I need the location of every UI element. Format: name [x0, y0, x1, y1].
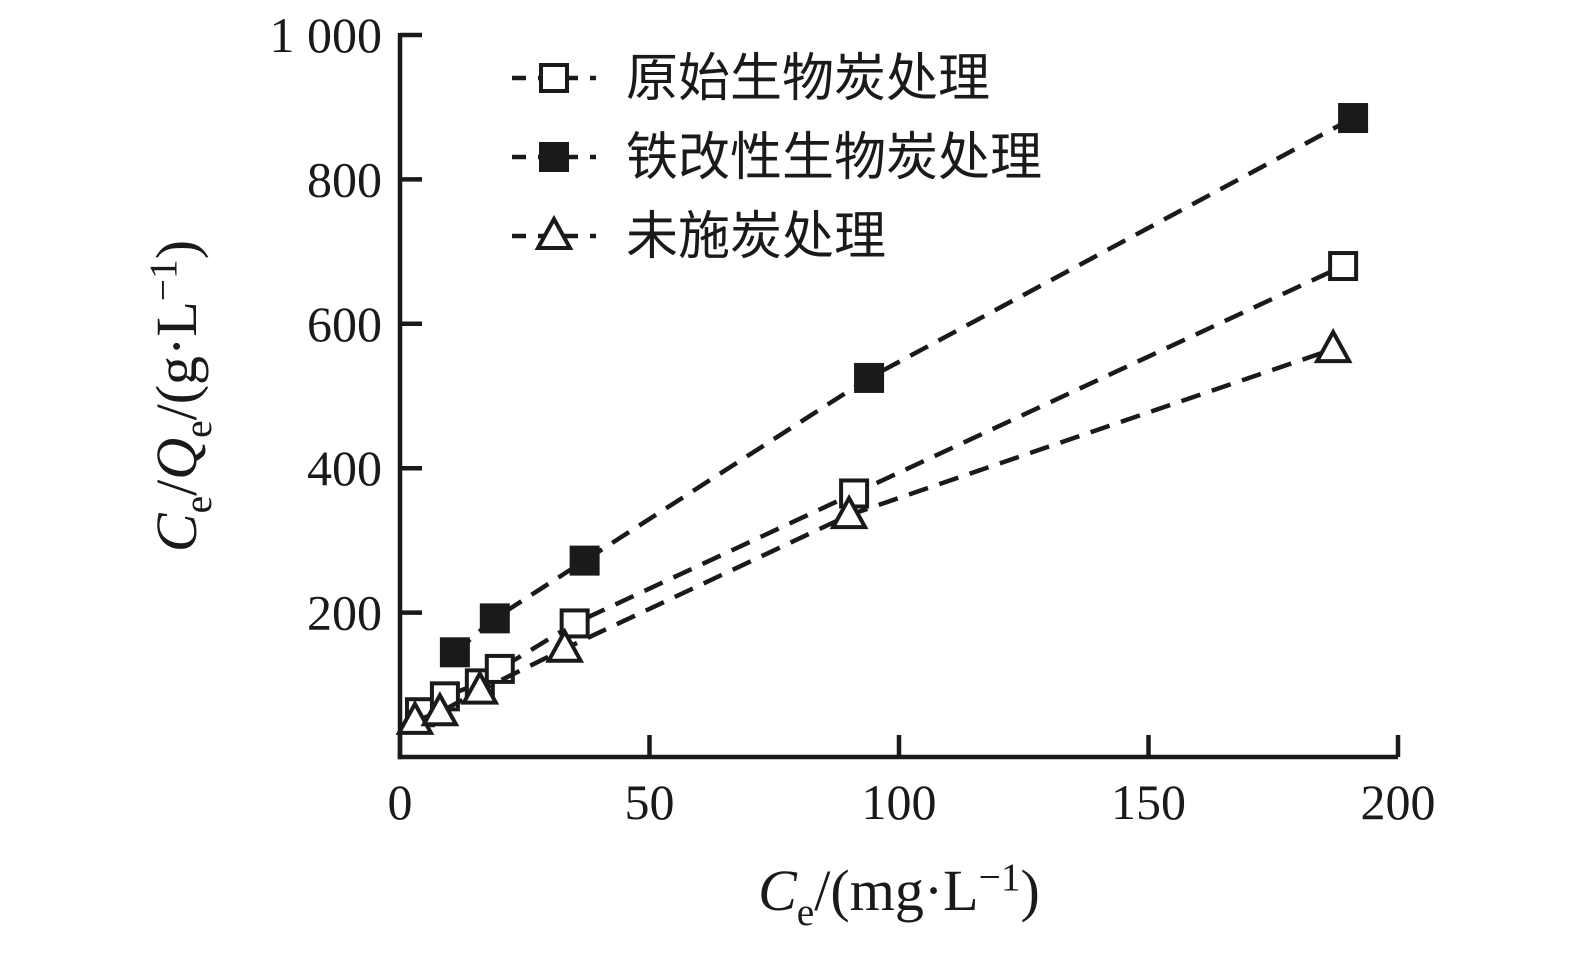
y-axis-title: Ce/Qe/(g·L−1)	[141, 240, 220, 552]
x-tick-label: 50	[625, 774, 675, 830]
legend-item-no-biochar: 未施炭处理	[512, 209, 886, 266]
y-axis-title-part: −1	[141, 259, 185, 301]
data-point-iron-modified-biochar	[854, 362, 885, 393]
data-point-original-biochar	[1328, 251, 1359, 282]
y-tick-label: 400	[307, 440, 382, 496]
x-tick-label: 0	[388, 774, 413, 830]
data-point-no-biochar	[420, 691, 460, 727]
legend-marker-original-biochar	[539, 63, 569, 93]
series-original-biochar	[404, 251, 1359, 728]
y-axis-title-part: /(g·L	[144, 301, 209, 420]
y-axis-title-part: C	[144, 512, 209, 552]
x-axis-title-part: )	[1021, 858, 1040, 923]
legend-item-iron-modified-biochar: 铁改性生物炭处理	[512, 130, 1042, 187]
data-point-no-biochar	[1313, 327, 1353, 364]
series-line-no-biochar	[414, 346, 1334, 724]
y-tick-label: 1 000	[270, 7, 383, 63]
y-axis-title-part: Q	[144, 438, 209, 480]
legend-label-iron-modified-biochar: 铁改性生物炭处理	[626, 130, 1042, 187]
y-axis-title-part: /	[144, 479, 209, 496]
y-axis-title-part: e	[176, 420, 220, 438]
x-tick-label: 200	[1361, 774, 1436, 830]
series-no-biochar	[395, 327, 1353, 735]
legend-marker-iron-modified-biochar	[539, 142, 569, 172]
data-point-iron-modified-biochar	[1338, 103, 1369, 134]
data-point-no-biochar	[460, 669, 500, 705]
x-axis-title: Ce/(mg·L−1)	[758, 855, 1040, 934]
series-iron-modified-biochar	[439, 103, 1369, 668]
legend-item-original-biochar: 原始生物炭处理	[512, 51, 990, 108]
x-axis-title-part: e	[797, 890, 815, 934]
y-tick-label: 600	[307, 296, 382, 352]
data-point-iron-modified-biochar	[439, 637, 470, 668]
data-point-no-biochar	[829, 493, 869, 530]
x-axis-title-part: C	[758, 858, 798, 923]
x-tick-label: 100	[862, 774, 937, 830]
legend-label-no-biochar: 未施炭处理	[626, 209, 886, 266]
data-point-iron-modified-biochar	[479, 603, 510, 634]
y-tick-label: 200	[307, 585, 382, 641]
y-tick-label: 800	[307, 151, 382, 207]
x-tick-label: 150	[1111, 774, 1186, 830]
legend-label-original-biochar: 原始生物炭处理	[626, 51, 990, 108]
x-axis-title-part: −1	[979, 855, 1021, 899]
y-axis-title-part: e	[176, 496, 220, 514]
data-point-iron-modified-biochar	[569, 545, 600, 576]
y-axis-title-part: )	[144, 240, 209, 259]
x-axis-title-part: /(mg·L	[814, 858, 978, 923]
legend-marker-no-biochar	[534, 214, 574, 250]
data-point-no-biochar	[545, 627, 585, 663]
